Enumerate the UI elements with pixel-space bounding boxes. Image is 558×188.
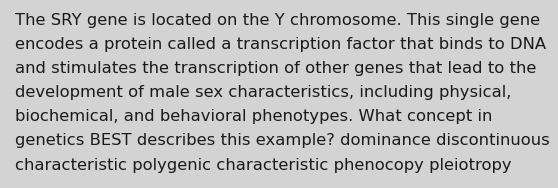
Text: encodes a protein called a transcription factor that binds to DNA: encodes a protein called a transcription… (15, 37, 546, 52)
Text: development of male sex characteristics, including physical,: development of male sex characteristics,… (15, 85, 512, 100)
Text: biochemical, and behavioral phenotypes. What concept in: biochemical, and behavioral phenotypes. … (15, 109, 493, 124)
Text: The SRY gene is located on the Y chromosome. This single gene: The SRY gene is located on the Y chromos… (15, 13, 540, 28)
Text: and stimulates the transcription of other genes that lead to the: and stimulates the transcription of othe… (15, 61, 536, 76)
Text: characteristic polygenic characteristic phenocopy pleiotropy: characteristic polygenic characteristic … (15, 158, 512, 173)
Text: genetics BEST describes this example? dominance discontinuous: genetics BEST describes this example? do… (15, 133, 550, 149)
